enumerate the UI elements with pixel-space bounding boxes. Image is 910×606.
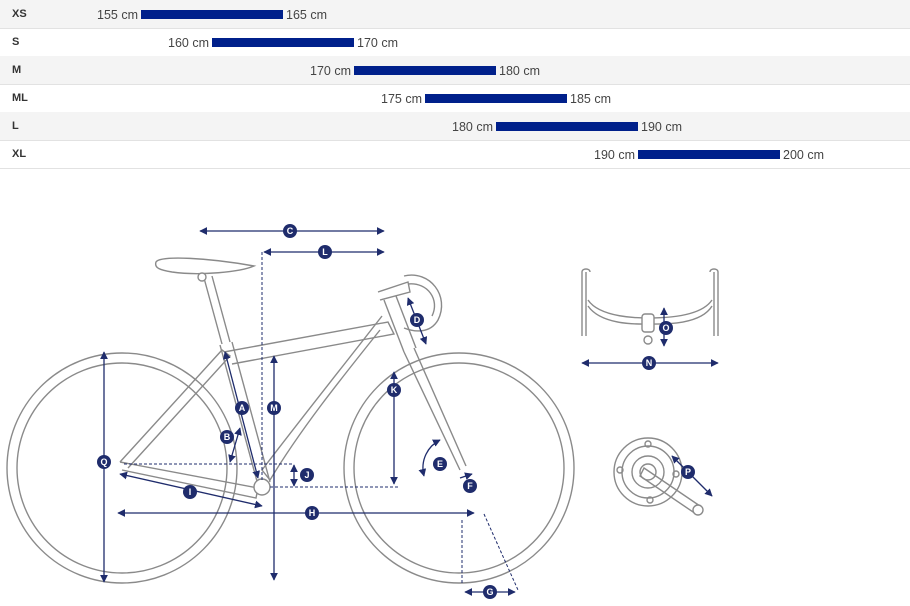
stem bbox=[377, 281, 411, 301]
seat-stay bbox=[119, 349, 232, 469]
range-bar bbox=[496, 122, 638, 131]
size-row-ml: ML 175 cm 185 cm bbox=[0, 84, 910, 113]
range-max: 200 cm bbox=[783, 148, 824, 162]
marker-n: N bbox=[642, 356, 656, 370]
svg-text:F: F bbox=[467, 481, 473, 491]
size-row-l: L 180 cm 190 cm bbox=[0, 112, 910, 141]
marker-o: O bbox=[659, 321, 673, 335]
range-bar bbox=[212, 38, 354, 47]
svg-text:E: E bbox=[437, 459, 443, 469]
range-bar bbox=[638, 150, 780, 159]
svg-text:L: L bbox=[322, 247, 328, 257]
svg-text:K: K bbox=[391, 385, 398, 395]
marker-h: H bbox=[305, 506, 319, 520]
marker-a: A bbox=[235, 401, 249, 415]
svg-text:G: G bbox=[486, 587, 493, 597]
marker-k: K bbox=[387, 383, 401, 397]
svg-text:M: M bbox=[270, 403, 278, 413]
size-row-s: S 160 cm 170 cm bbox=[0, 28, 910, 57]
size-row-xs: XS 155 cm 165 cm bbox=[0, 0, 910, 29]
svg-text:B: B bbox=[224, 432, 231, 442]
size-name: M bbox=[12, 64, 22, 76]
range-bar bbox=[141, 10, 283, 19]
size-name: S bbox=[12, 36, 20, 48]
size-name: XL bbox=[12, 148, 27, 160]
seat-clamp bbox=[197, 272, 207, 282]
svg-text:A: A bbox=[239, 403, 246, 413]
crankset-detail bbox=[613, 437, 713, 516]
rear-wheel bbox=[6, 352, 238, 584]
size-row-m: M 170 cm 180 cm bbox=[0, 56, 910, 85]
marker-b: B bbox=[220, 430, 234, 444]
size-name: L bbox=[12, 120, 19, 132]
size-name: XS bbox=[12, 8, 27, 20]
bottom-bracket bbox=[253, 478, 271, 496]
seat-post bbox=[203, 275, 231, 345]
top-tube bbox=[223, 321, 396, 365]
range-min: 170 cm bbox=[310, 64, 351, 78]
range-max: 185 cm bbox=[570, 92, 611, 106]
marker-f: F bbox=[463, 479, 477, 493]
down-tube bbox=[261, 315, 383, 482]
marker-e: E bbox=[433, 457, 447, 471]
svg-text:J: J bbox=[304, 470, 309, 480]
range-max: 190 cm bbox=[641, 120, 682, 134]
svg-text:Q: Q bbox=[100, 457, 107, 467]
bike-drawing bbox=[6, 257, 575, 584]
range-min: 190 cm bbox=[594, 148, 635, 162]
fork bbox=[403, 347, 467, 471]
bike-geometry-diagram: A B C D E F G H I J K L M N O P Q bbox=[6, 224, 719, 599]
svg-text:O: O bbox=[662, 323, 669, 333]
svg-text:D: D bbox=[414, 315, 421, 325]
size-row-xl: XL 190 cm 200 cm bbox=[0, 140, 910, 169]
svg-text:I: I bbox=[189, 487, 192, 497]
svg-text:C: C bbox=[287, 226, 294, 236]
range-min: 180 cm bbox=[452, 120, 493, 134]
size-table: XS 155 cm 165 cm S 160 cm 170 cm M 170 c… bbox=[0, 0, 910, 169]
range-min: 155 cm bbox=[97, 8, 138, 22]
marker-m: M bbox=[267, 401, 281, 415]
marker-i: I bbox=[183, 485, 197, 499]
marker-p: P bbox=[681, 465, 695, 479]
dimension-labels: A B C D E F G H I J K L M N O P Q bbox=[97, 224, 695, 599]
range-min: 175 cm bbox=[381, 92, 422, 106]
range-max: 180 cm bbox=[499, 64, 540, 78]
range-max: 165 cm bbox=[286, 8, 327, 22]
svg-text:H: H bbox=[309, 508, 316, 518]
range-bar bbox=[354, 66, 496, 75]
saddle bbox=[154, 257, 257, 275]
marker-d: D bbox=[410, 313, 424, 327]
range-bar bbox=[425, 94, 567, 103]
svg-text:P: P bbox=[685, 467, 691, 477]
marker-l: L bbox=[318, 245, 332, 259]
handlebar-detail bbox=[581, 268, 719, 367]
marker-g: G bbox=[483, 585, 497, 599]
size-name: ML bbox=[12, 92, 28, 104]
front-wheel bbox=[343, 352, 575, 584]
marker-j: J bbox=[300, 468, 314, 482]
marker-c: C bbox=[283, 224, 297, 238]
svg-text:N: N bbox=[646, 358, 653, 368]
marker-q: Q bbox=[97, 455, 111, 469]
range-max: 170 cm bbox=[357, 36, 398, 50]
range-min: 160 cm bbox=[168, 36, 209, 50]
